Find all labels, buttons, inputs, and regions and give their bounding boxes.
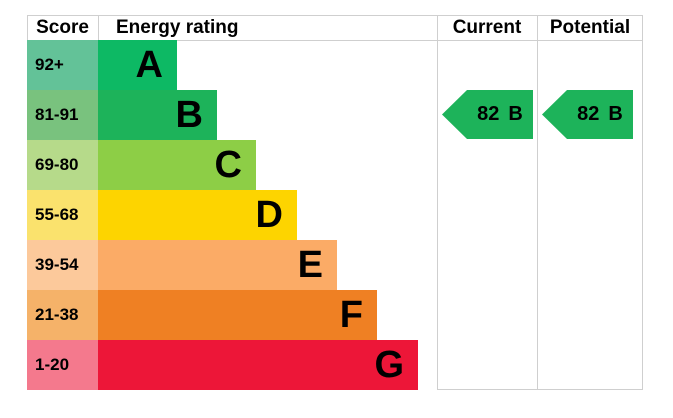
header-current: Current — [452, 17, 522, 38]
band-letter-g: G — [374, 344, 404, 386]
grid-line-top — [27, 15, 643, 16]
score-range-a: 92+ — [27, 40, 98, 90]
band-bar-a: A — [98, 40, 177, 90]
current-rating-arrow: 82 B — [442, 90, 533, 139]
current-rating-score: 82 — [477, 103, 500, 125]
grid-line-score-divider — [98, 15, 99, 40]
grid-line-left — [27, 15, 28, 40]
band-letter-a: A — [135, 44, 163, 86]
score-range-b: 81-91 — [27, 90, 98, 140]
grid-line-current-left — [437, 15, 438, 390]
score-range-f: 21-38 — [27, 290, 98, 340]
band-letter-e: E — [297, 244, 323, 286]
band-bar-c: C — [98, 140, 256, 190]
score-range-c: 69-80 — [27, 140, 98, 190]
band-row-f: 21-38 F — [27, 290, 437, 340]
band-bar-d: D — [98, 190, 297, 240]
potential-rating-band: B — [608, 103, 623, 125]
rating-table: Score Energy rating Current Potential 92… — [27, 15, 643, 390]
band-bar-f: F — [98, 290, 377, 340]
grid-line-bottom — [437, 389, 643, 390]
grid-line-right — [642, 15, 643, 390]
band-row-a: 92+ A — [27, 40, 437, 90]
header-potential: Potential — [549, 17, 631, 38]
band-letter-f: F — [339, 294, 363, 336]
score-range-e: 39-54 — [27, 240, 98, 290]
band-row-c: 69-80 C — [27, 140, 437, 190]
potential-rating-score: 82 — [577, 103, 600, 125]
band-letter-c: C — [214, 144, 242, 186]
header-energy-rating: Energy rating — [116, 17, 239, 38]
band-bar-e: E — [98, 240, 337, 290]
band-row-b: 81-91 B — [27, 90, 437, 140]
grid-line-potential-left — [537, 15, 538, 390]
band-letter-b: B — [175, 94, 203, 136]
band-row-d: 55-68 D — [27, 190, 437, 240]
header-score: Score — [36, 17, 89, 38]
band-bar-g: G — [98, 340, 418, 390]
current-rating-band: B — [508, 103, 523, 125]
band-row-g: 1-20 G — [27, 340, 437, 390]
band-row-e: 39-54 E — [27, 240, 437, 290]
band-bar-b: B — [98, 90, 217, 140]
score-range-d: 55-68 — [27, 190, 98, 240]
band-letter-d: D — [255, 194, 283, 236]
potential-rating-arrow: 82 B — [542, 90, 633, 139]
score-range-g: 1-20 — [27, 340, 98, 390]
grid-line-header-bottom — [27, 40, 643, 41]
